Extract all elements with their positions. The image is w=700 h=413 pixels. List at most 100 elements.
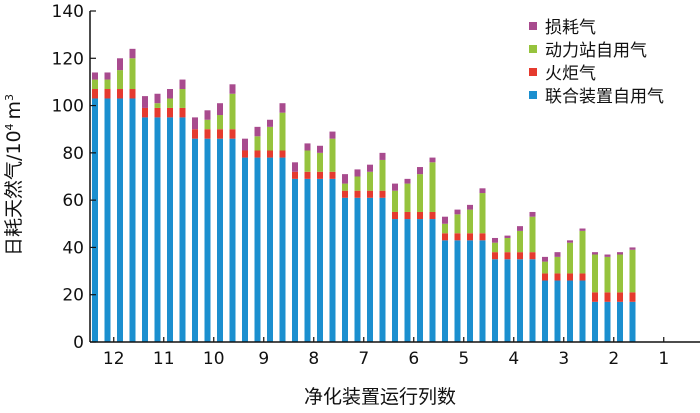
legend-label: 火炬气 — [545, 64, 596, 84]
bar-segment — [229, 84, 236, 94]
bar-segment — [579, 228, 586, 231]
bar-segment — [492, 237, 498, 243]
x-tick-label: 11 — [153, 349, 175, 369]
bar-segment — [617, 254, 623, 293]
y-ticks: 0 20 40 60 80 100 120 140 — [52, 2, 96, 353]
bar-segment — [92, 98, 98, 342]
bar-segment — [379, 152, 386, 160]
bar-segment — [129, 98, 136, 342]
bar-segment — [529, 216, 536, 253]
x-tick-label: 8 — [308, 349, 319, 369]
bar-segment — [229, 129, 236, 139]
bar-segment — [254, 126, 261, 137]
bar-segment — [592, 254, 598, 293]
bar-segment — [604, 292, 611, 302]
legend-label: 损耗气 — [545, 18, 596, 38]
bar-segment — [317, 178, 323, 342]
bar-segment — [354, 176, 361, 191]
bar-segment — [117, 70, 123, 90]
bar-segment — [429, 157, 436, 163]
bar-segment — [467, 233, 473, 241]
y-axis-label-unit-exponent: 3 — [3, 94, 16, 101]
bar-segment — [504, 252, 511, 260]
bar-segment — [579, 273, 586, 281]
bar-segment — [217, 115, 223, 130]
bar-segment — [417, 167, 423, 175]
bar-segment — [92, 79, 98, 90]
bar-segment — [629, 247, 636, 250]
bar-segment — [467, 204, 473, 210]
bar-segment — [217, 138, 223, 342]
bar-segment — [217, 103, 223, 116]
bar-segment — [254, 150, 261, 158]
bar-segment — [479, 193, 486, 234]
bar-segment — [617, 252, 623, 255]
bar-segment — [442, 223, 448, 234]
bar-segment — [492, 252, 498, 260]
y-tick-label: 60 — [62, 191, 84, 211]
bar-segment — [142, 96, 148, 108]
bar-segment — [504, 235, 511, 238]
legend-swatch — [529, 91, 537, 99]
y-tick-label: 0 — [73, 333, 84, 353]
y-tick-label: 40 — [62, 238, 84, 258]
bar-segment — [504, 237, 511, 253]
y-tick-label: 20 — [62, 286, 84, 306]
bar-segment — [354, 197, 361, 342]
x-tick-label: 1 — [658, 349, 669, 369]
bar-segment — [329, 171, 336, 179]
bar-segment — [367, 190, 373, 198]
bar-segment — [267, 126, 273, 151]
bar-segment — [567, 240, 573, 243]
x-tick-label: 2 — [608, 349, 619, 369]
bar-segment — [417, 174, 423, 212]
y-tick-label: 140 — [52, 2, 84, 22]
bar-segment — [104, 79, 111, 90]
bar-segment — [379, 159, 386, 191]
bar-segment — [479, 240, 486, 342]
bar-segment — [592, 252, 598, 255]
bar-segment — [629, 301, 636, 342]
bar-segment — [254, 157, 261, 342]
x-axis-label: 净化装置运行列数 — [304, 386, 456, 408]
bar-segment — [379, 197, 386, 342]
bar-segment — [129, 58, 136, 90]
bar-segment — [367, 164, 373, 172]
bar-segment — [142, 107, 148, 118]
bar-segment — [429, 211, 436, 220]
bar-segment — [542, 261, 548, 274]
bar-segment — [104, 89, 111, 99]
bar-segment — [304, 171, 311, 179]
bar-segment — [267, 157, 273, 342]
bar-segment — [304, 178, 311, 342]
bar-segment — [629, 249, 636, 293]
bar-segment — [554, 256, 561, 274]
bar-segment — [442, 216, 448, 224]
bar-segment — [129, 89, 136, 99]
bar-segment — [454, 240, 461, 342]
bar-segment — [229, 93, 236, 130]
bar-segment — [129, 48, 136, 59]
bar-segment — [604, 256, 611, 293]
y-tick-label: 120 — [52, 49, 84, 69]
bar-segment — [117, 89, 123, 99]
bar-segment — [142, 117, 148, 343]
bar-segment — [342, 183, 348, 191]
bar-segment — [254, 136, 261, 151]
axes-layer — [89, 11, 700, 343]
bar-segment — [92, 72, 98, 80]
x-tick-label: 5 — [458, 349, 469, 369]
bar-segment — [592, 292, 598, 302]
bar-segment — [392, 211, 398, 220]
bar-segment — [267, 150, 273, 158]
bar-segment — [342, 190, 348, 198]
bar-segment — [304, 143, 311, 151]
bar-segment — [342, 197, 348, 342]
x-tick-label: 7 — [358, 349, 369, 369]
bar-segment — [242, 138, 248, 151]
bar-segment — [554, 252, 561, 257]
bar-segment — [542, 273, 548, 281]
bar-segment — [154, 107, 161, 118]
